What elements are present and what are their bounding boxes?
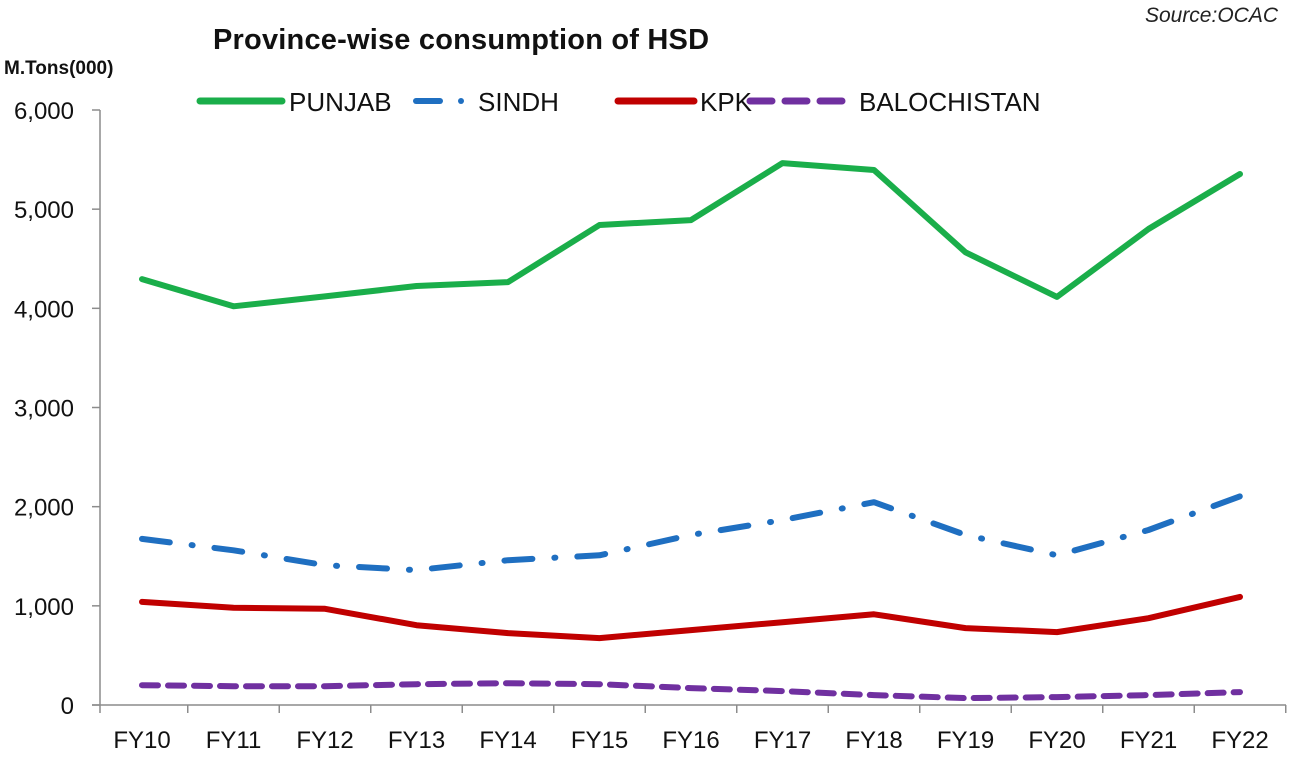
x-tick-label: FY17	[754, 727, 811, 754]
legend-item-punjab: PUNJAB	[196, 87, 392, 117]
series-lines	[139, 160, 1243, 702]
y-tick-label: 1,000	[14, 594, 74, 621]
source-label: Source:OCAC	[1144, 4, 1278, 27]
y-tick-label: 5,000	[14, 197, 74, 224]
legend-item-balochistan: BALOCHISTAN	[746, 87, 1041, 117]
y-tick-label: 6,000	[14, 98, 74, 125]
legend-label: PUNJAB	[289, 87, 392, 117]
legend: PUNJAB SINDH KPK BALOCHISTAN	[196, 87, 1041, 117]
legend-label: SINDH	[478, 87, 559, 117]
x-tick-label: FY18	[845, 727, 902, 754]
series-line-kpk	[139, 593, 1243, 642]
y-axis-label: M.Tons(000)	[4, 58, 114, 79]
series-line-punjab	[139, 160, 1243, 310]
x-tick-label: FY20	[1028, 727, 1085, 754]
legend-label: BALOCHISTAN	[859, 87, 1041, 117]
x-tick-label: FY22	[1211, 727, 1268, 754]
legend-item-sindh: SINDH	[413, 87, 559, 117]
x-tick-label: FY12	[296, 727, 353, 754]
x-tick-label: FY11	[206, 727, 262, 754]
x-tick-label: FY19	[937, 727, 994, 754]
x-tick-label: FY16	[662, 727, 719, 754]
y-tick-label: 2,000	[14, 495, 74, 522]
y-tick-label: 4,000	[14, 296, 74, 323]
legend-swatch-dot	[458, 98, 464, 104]
y-tick-label: 0	[61, 693, 74, 720]
legend-label: KPK	[700, 87, 753, 117]
x-tick-label: FY15	[571, 727, 628, 754]
x-tick-label: FY13	[388, 727, 445, 754]
x-tick-label: FY21	[1120, 727, 1177, 754]
y-tick-label: 3,000	[14, 396, 74, 423]
x-tick-label: FY14	[479, 727, 536, 754]
axes: 0 1,000 2,000 3,000 4,000 5,000 6,000 FY10 FY11 F…	[14, 98, 1287, 754]
chart-title: Province-wise consumption of HSD	[213, 24, 710, 56]
series-line-sindh	[139, 493, 1243, 574]
x-tick-label: FY10	[113, 727, 170, 754]
series-line-balochistan	[139, 680, 1243, 702]
legend-item-kpk: KPK	[614, 87, 753, 117]
